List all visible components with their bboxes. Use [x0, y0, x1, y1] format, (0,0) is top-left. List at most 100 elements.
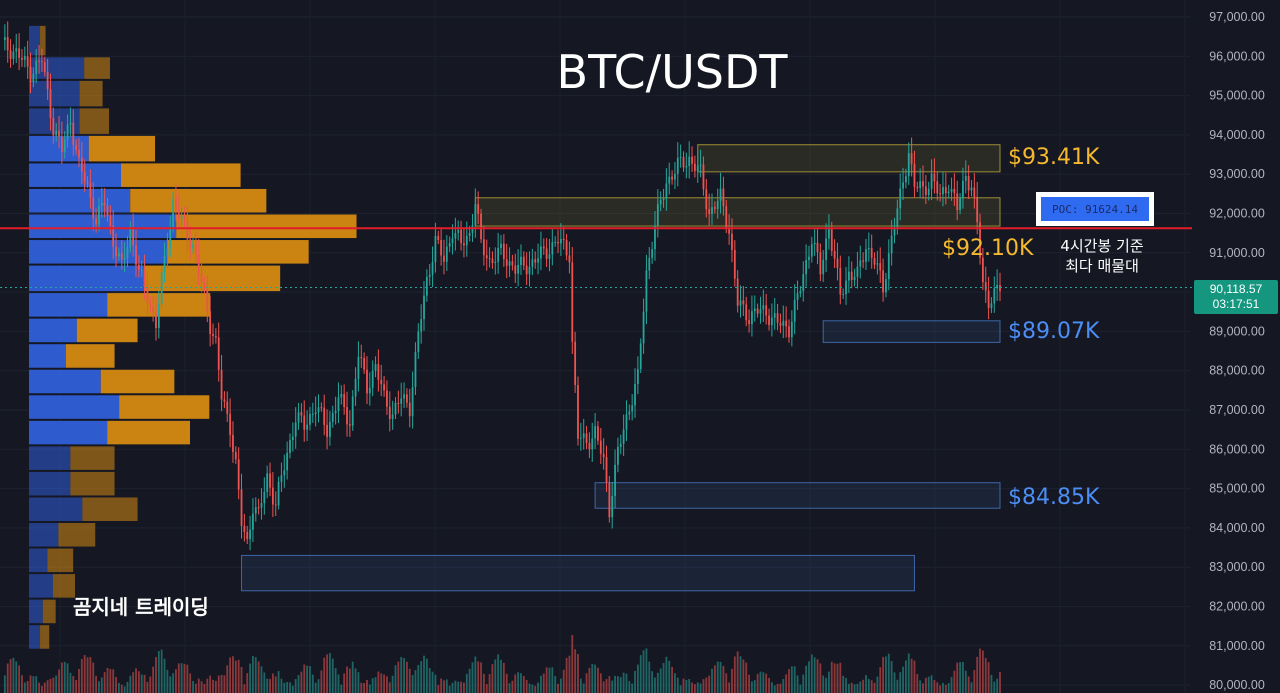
volume-bar: [234, 660, 237, 693]
candle-body: [873, 257, 876, 265]
volume-bar: [109, 668, 112, 693]
volume-bar: [847, 683, 850, 693]
zone-resistance-93k: [697, 144, 1001, 173]
vp-buy-bar: [29, 420, 108, 445]
volume-bar: [865, 675, 867, 693]
candle-body: [890, 235, 893, 254]
volume-bar: [243, 684, 246, 693]
candle-body: [719, 188, 722, 201]
volume-bar: [520, 673, 522, 693]
candle-body: [166, 248, 169, 256]
volume-bar: [445, 679, 448, 693]
candle-body: [297, 412, 300, 423]
candle-body: [956, 193, 959, 211]
candle-body: [599, 440, 602, 454]
candle-body: [286, 452, 289, 471]
candle-body: [825, 238, 827, 260]
volume-bar: [893, 672, 896, 693]
volume-bar: [574, 649, 577, 693]
volume-bar: [103, 672, 106, 693]
volume-bar: [280, 678, 283, 693]
candle-body: [671, 176, 673, 180]
candle-body: [762, 305, 765, 310]
candle-body: [311, 413, 314, 415]
volume-bar: [679, 685, 682, 693]
volume-bar: [511, 680, 514, 693]
candle-body: [63, 139, 66, 153]
price-tick-label: 82,000.00: [1209, 600, 1265, 614]
volume-bar: [910, 658, 913, 693]
volume-bar: [936, 682, 939, 693]
volume-bar: [66, 663, 69, 693]
candle-body: [120, 252, 123, 260]
volume-bar: [89, 657, 92, 693]
volume-bar: [95, 676, 97, 693]
vp-buy-bar: [29, 163, 121, 187]
support-label-89k: $89.07K: [1008, 319, 1100, 344]
candle-body: [454, 233, 457, 239]
volume-bar: [751, 681, 753, 693]
candle-body: [508, 261, 511, 266]
volume-bar: [788, 669, 790, 693]
volume-bar: [72, 675, 75, 693]
current-price-tag[interactable]: 90,118.57 03:17:51: [1194, 280, 1278, 314]
volume-bar: [163, 658, 166, 693]
candle-body: [902, 182, 904, 189]
candle-body: [437, 235, 440, 241]
candle-body: [685, 166, 688, 168]
vp-sell-bar: [70, 471, 115, 496]
candle-body: [460, 229, 462, 244]
volume-bar: [485, 684, 488, 693]
candle-body: [808, 256, 810, 261]
volume-bar: [568, 655, 571, 693]
volume-bar: [973, 670, 976, 693]
volume-bar: [443, 680, 445, 693]
price-axis[interactable]: 97,000.00 96,000.00 95,000.00 94,000.00 93,0…: [1209, 10, 1265, 692]
candle-body: [300, 412, 303, 416]
volume-bar: [326, 654, 328, 693]
candle-body: [696, 165, 699, 172]
volume-bar: [708, 675, 711, 693]
volume-bar: [853, 684, 856, 693]
candle-body: [887, 253, 890, 280]
candle-body: [568, 255, 571, 263]
volume-bar: [927, 676, 930, 693]
candle-body: [622, 429, 625, 444]
candle-body: [996, 284, 999, 289]
candle-body: [303, 415, 306, 430]
candle-body: [417, 331, 420, 353]
volume-bar: [522, 676, 525, 693]
volume-bar: [98, 681, 100, 693]
candle-body: [323, 407, 326, 425]
volume-bar: [465, 673, 468, 693]
candle-body: [115, 246, 117, 257]
candle-body: [656, 204, 659, 226]
candle-body: [232, 434, 234, 453]
candle-body: [32, 73, 35, 83]
volume-bar: [617, 676, 619, 693]
volume-bar: [3, 675, 6, 693]
candle-body: [192, 243, 194, 249]
volume-bar: [602, 681, 605, 693]
volume-bar: [802, 674, 805, 693]
volume-bar: [226, 665, 229, 693]
candle-body: [708, 209, 711, 215]
candle-body: [765, 305, 768, 316]
price-tick-label: 84,000.00: [1209, 521, 1265, 535]
volume-bar: [959, 662, 961, 693]
candle-body: [406, 394, 408, 403]
candle-body: [865, 249, 867, 262]
zone-support-85k: [594, 482, 1001, 509]
vp-buy-bar: [29, 523, 59, 547]
candle-body: [731, 233, 733, 250]
volume-bar: [388, 682, 391, 693]
candle-body: [368, 387, 371, 394]
candle-body: [645, 270, 648, 312]
volume-profile: [29, 25, 357, 649]
volume-bar: [531, 684, 534, 693]
volume-bar: [351, 661, 354, 693]
volume-bar: [822, 675, 825, 693]
volume-bar: [964, 670, 967, 693]
